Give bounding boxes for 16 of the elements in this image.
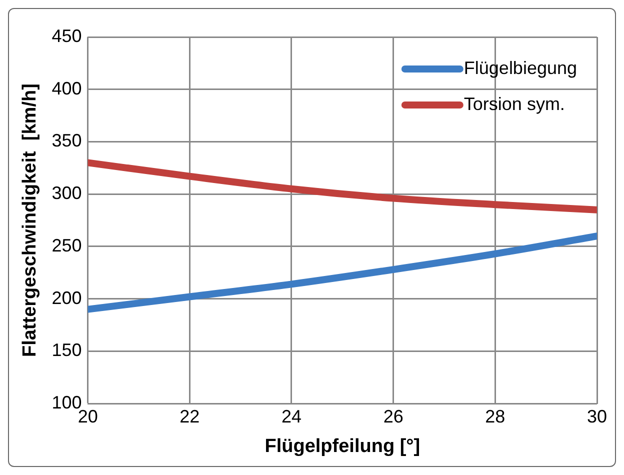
y-tick-label: 450 <box>52 26 82 46</box>
x-tick-label: 24 <box>281 406 302 426</box>
x-tick-label: 30 <box>586 406 608 426</box>
y-axis-title: Flattergeschwindigkeit [km/h] <box>20 84 41 358</box>
legend-label: Torsion sym. <box>464 94 565 114</box>
x-tick-label: 28 <box>485 406 506 426</box>
x-tick-label: 26 <box>383 406 404 426</box>
legend-label: Flügelbiegung <box>464 58 578 78</box>
y-tick-label: 300 <box>52 183 82 204</box>
x-axis-title: Flügelpfeilung [°] <box>264 436 420 457</box>
y-tick-label: 250 <box>52 235 82 256</box>
y-tick-label: 350 <box>52 130 82 151</box>
y-tick-label: 150 <box>52 340 82 360</box>
x-tick-label: 22 <box>180 406 200 426</box>
y-tick-label: 400 <box>52 78 82 98</box>
y-tick-label: 200 <box>52 288 82 308</box>
